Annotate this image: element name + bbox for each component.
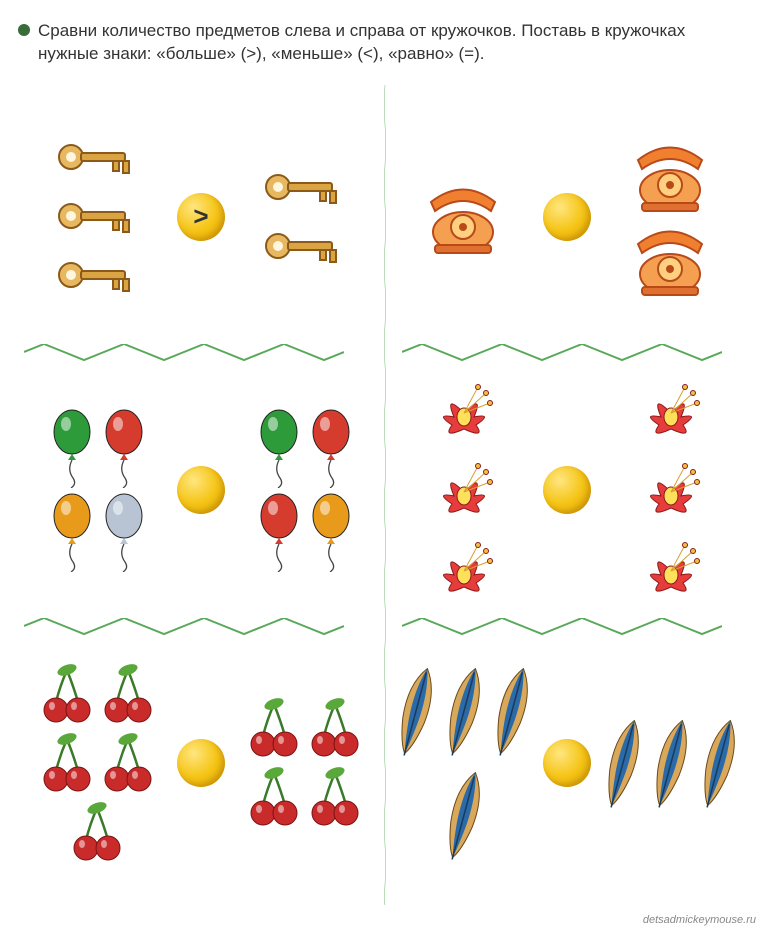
comparison-cell bbox=[18, 627, 384, 900]
cherry-icon bbox=[40, 662, 95, 727]
comparison-cell bbox=[18, 353, 384, 626]
instruction-text: Сравни количество предметов слева и спра… bbox=[38, 20, 750, 66]
cherry-icon bbox=[308, 765, 363, 830]
comparison-circle[interactable] bbox=[543, 739, 591, 787]
balloon-icon bbox=[308, 408, 354, 488]
key-icon bbox=[53, 130, 143, 185]
balloon-icon bbox=[101, 408, 147, 488]
worksheet-grid: > bbox=[18, 80, 750, 900]
left-group bbox=[384, 655, 543, 871]
flower-icon bbox=[631, 452, 711, 527]
cherry-icon bbox=[101, 662, 156, 727]
key-icon bbox=[53, 189, 143, 244]
feather-icon bbox=[395, 661, 437, 761]
right-group bbox=[591, 367, 750, 612]
right-group bbox=[591, 707, 750, 819]
comparison-cell bbox=[384, 627, 750, 900]
cherry-icon bbox=[40, 731, 95, 796]
left-group bbox=[384, 367, 543, 612]
telephone-icon bbox=[628, 135, 713, 215]
flower-icon bbox=[424, 531, 504, 606]
key-icon bbox=[260, 219, 350, 274]
right-group bbox=[591, 129, 750, 305]
comparison-circle[interactable] bbox=[177, 739, 225, 787]
balloon-icon bbox=[101, 492, 147, 572]
flower-icon bbox=[631, 531, 711, 606]
bullet-icon bbox=[18, 24, 30, 36]
feather-icon bbox=[602, 713, 644, 813]
comparison-circle[interactable] bbox=[543, 466, 591, 514]
watermark: detsadmickeymouse.ru bbox=[643, 914, 756, 926]
balloon-icon bbox=[256, 408, 302, 488]
flower-icon bbox=[631, 373, 711, 448]
right-group bbox=[225, 402, 384, 578]
comparison-circle[interactable] bbox=[177, 466, 225, 514]
key-icon bbox=[53, 248, 143, 303]
left-group bbox=[18, 124, 177, 309]
right-group bbox=[225, 154, 384, 280]
left-group bbox=[384, 171, 543, 263]
balloon-icon bbox=[256, 492, 302, 572]
cherry-icon bbox=[101, 731, 156, 796]
telephone-icon bbox=[421, 177, 506, 257]
feather-icon bbox=[698, 713, 740, 813]
comparison-circle[interactable] bbox=[543, 193, 591, 241]
comparison-circle[interactable]: > bbox=[177, 193, 225, 241]
feather-icon bbox=[491, 661, 533, 761]
left-group bbox=[18, 656, 177, 871]
comparison-cell bbox=[384, 353, 750, 626]
flower-icon bbox=[424, 452, 504, 527]
instruction-row: Сравни количество предметов слева и спра… bbox=[18, 20, 750, 66]
cherry-icon bbox=[308, 696, 363, 761]
telephone-icon bbox=[628, 219, 713, 299]
balloon-icon bbox=[308, 492, 354, 572]
balloon-icon bbox=[49, 408, 95, 488]
balloon-icon bbox=[49, 492, 95, 572]
feather-icon bbox=[443, 765, 485, 865]
comparison-cell: > bbox=[18, 80, 384, 353]
feather-icon bbox=[650, 713, 692, 813]
feather-icon bbox=[443, 661, 485, 761]
cherry-icon bbox=[247, 765, 302, 830]
cherry-icon bbox=[70, 800, 125, 865]
left-group bbox=[18, 402, 177, 578]
key-icon bbox=[260, 160, 350, 215]
right-group bbox=[225, 690, 384, 836]
comparison-cell bbox=[384, 80, 750, 353]
cherry-icon bbox=[247, 696, 302, 761]
flower-icon bbox=[424, 373, 504, 448]
